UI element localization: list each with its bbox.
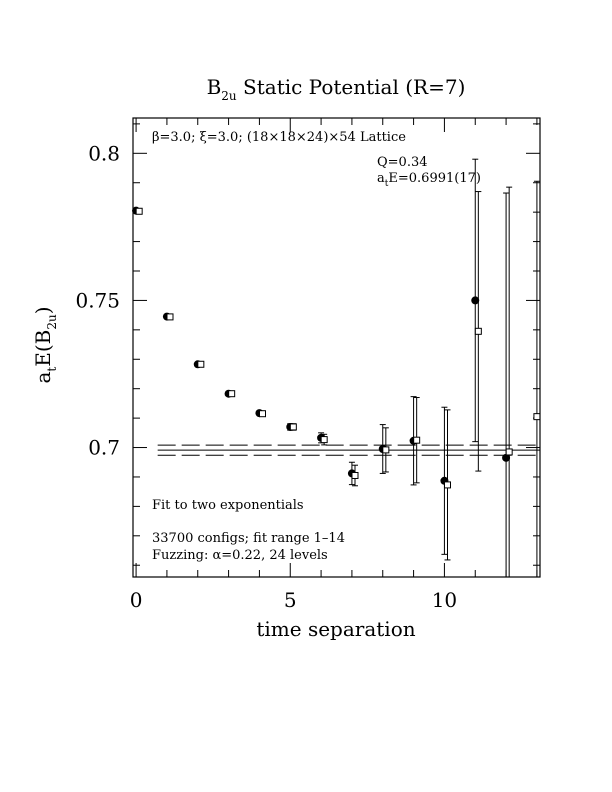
- point-marker: [471, 296, 480, 305]
- configs-annotation: 33700 configs; fit range 1–14: [152, 531, 345, 546]
- point-marker: [320, 436, 328, 444]
- point-marker: [413, 436, 421, 444]
- data-point: [135, 207, 143, 215]
- plot-frame: [132, 117, 541, 578]
- data-point: [259, 410, 266, 418]
- chart-title: B2u Static Potential (R=7): [207, 75, 466, 103]
- data-point: [197, 360, 205, 368]
- point-marker: [505, 448, 513, 456]
- point-marker: [351, 471, 359, 479]
- point-marker: [474, 327, 482, 335]
- point-marker: [166, 313, 174, 321]
- y-axis-title: atE(B2u): [31, 306, 59, 383]
- data-point: [505, 186, 513, 577]
- x-axis-title: time separation: [256, 617, 415, 641]
- point-marker: [197, 360, 205, 368]
- data-point: [444, 409, 451, 561]
- data-point: [471, 158, 480, 443]
- data-points: [132, 158, 541, 577]
- point-marker: [135, 207, 143, 215]
- data-point: [474, 191, 482, 472]
- point-marker: [259, 410, 266, 418]
- y-tick-label: 0.8: [88, 141, 120, 165]
- y-tick-label: 0.7: [88, 436, 120, 460]
- y-tick-label: 0.75: [75, 288, 120, 312]
- x-tick-labels: 0 5 10: [130, 588, 457, 612]
- point-marker: [382, 446, 390, 454]
- data-point: [533, 180, 541, 577]
- x-tick-label: 5: [284, 588, 297, 612]
- fit-type-annotation: Fit to two exponentials: [152, 498, 304, 513]
- point-marker: [444, 481, 451, 489]
- data-point: [320, 433, 328, 446]
- energy-annotation: atE=0.6991(17): [377, 171, 481, 189]
- data-point: [228, 390, 236, 398]
- q-value-annotation: Q=0.34: [377, 155, 428, 170]
- fit-band: [157, 444, 540, 456]
- data-point: [413, 397, 421, 484]
- data-point: [440, 406, 449, 555]
- point-marker: [502, 453, 511, 462]
- x-tick-label: 0: [130, 588, 143, 612]
- data-point: [351, 464, 359, 487]
- point-marker: [228, 390, 236, 398]
- data-point: [502, 192, 511, 577]
- point-marker: [289, 423, 297, 431]
- lattice-annotation: β=3.0; ξ=3.0; (18×18×24)×54 Lattice: [152, 130, 406, 145]
- data-point: [382, 427, 390, 473]
- point-marker: [533, 413, 541, 421]
- y-tick-labels: 0.7 0.75 0.8: [75, 141, 120, 459]
- x-tick-label: 10: [432, 588, 457, 612]
- data-point: [166, 313, 174, 321]
- data-point: [289, 423, 297, 431]
- fuzzing-annotation: Fuzzing: α=0.22, 24 levels: [152, 548, 328, 563]
